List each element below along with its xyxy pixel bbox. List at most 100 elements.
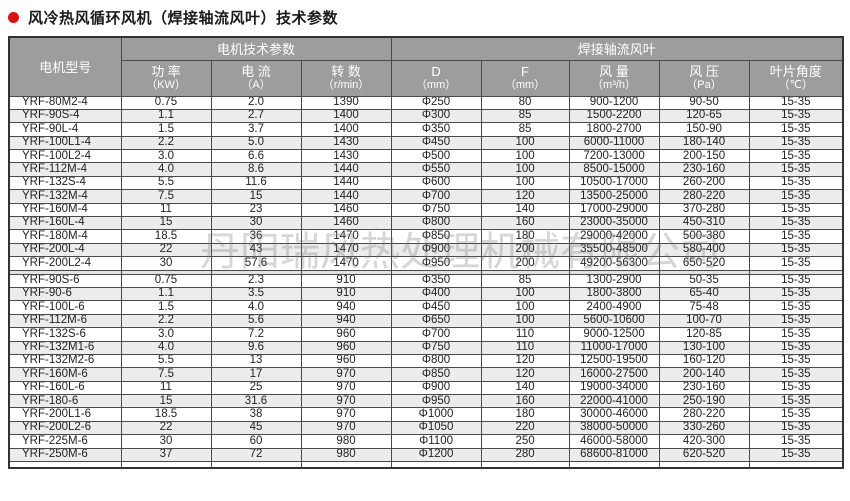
model-cell: YRF-180-6 [8, 394, 122, 409]
col-header-blade-angle-label: 叶片角度 [769, 64, 822, 79]
value-cell: 100 [480, 175, 570, 191]
value-cell: 5600-10600 [568, 313, 660, 329]
value-cell: Φ450 [390, 300, 482, 315]
value-cell: 8500-15000 [568, 162, 660, 177]
col-header-current-label: 电 流 [241, 64, 271, 79]
table-row: YRF-90S-4 1.1 2.7 1400 Φ300 85 1500-2200 120-65… [8, 108, 844, 124]
model-cell: YRF-112M-4 [8, 162, 122, 177]
value-cell: 940 [300, 313, 392, 329]
value-cell: 25 [210, 380, 302, 396]
value-cell: 160-120 [658, 353, 750, 369]
value-cell: 7.5 [120, 189, 212, 204]
value-cell: 940 [300, 300, 392, 315]
model-cell: YRF-112M-6 [8, 313, 122, 329]
value-cell: 960 [300, 327, 392, 342]
table-row: YRF-90L-4 1.5 3.7 1400 Φ350 85 1800-2700 150-90… [8, 122, 844, 137]
value-cell: 5.0 [210, 135, 302, 151]
value-cell: 8.6 [210, 162, 302, 177]
value-cell: Φ550 [390, 162, 482, 177]
value-cell: 100 [480, 162, 570, 177]
table-row: YRF-160M-6 7.5 17 970 Φ850 120 16000-27500 200-… [8, 367, 844, 382]
empty-cell [120, 461, 212, 469]
value-cell: 1.1 [120, 108, 212, 124]
value-cell: 10500-17000 [568, 175, 660, 191]
col-header-diameter: D （mm） [390, 59, 482, 97]
table-row: YRF-100L1-4 2.2 5.0 1430 Φ450 100 6000-11000 18… [8, 135, 844, 151]
model-cell: YRF-90S-4 [8, 108, 122, 124]
model-cell: YRF-90S-6 [8, 273, 122, 288]
model-cell: YRF-132M1-6 [8, 340, 122, 355]
value-cell: 1440 [300, 162, 392, 177]
value-cell: 970 [300, 407, 392, 422]
model-cell: YRF-100L2-4 [8, 149, 122, 164]
value-cell: 15-35 [748, 135, 844, 151]
value-cell: 420-300 [658, 434, 750, 449]
value-cell: 15-35 [748, 122, 844, 137]
value-cell: Φ1200 [390, 447, 482, 463]
value-cell: Φ1050 [390, 420, 482, 436]
table-row: YRF-160L-6 11 25 970 Φ900 140 19000-34000 230-1… [8, 380, 844, 396]
col-header-pressure: 风 压 （Pa） [658, 59, 750, 97]
value-cell: 15-35 [748, 300, 844, 315]
table-row: YRF-100L-6 1.5 4.0 940 Φ450 100 2400-4900 75-48… [8, 300, 844, 315]
empty-cell [480, 461, 570, 469]
col-header-current: 电 流 （A） [210, 59, 302, 97]
model-cell: YRF-132M2-6 [8, 353, 122, 369]
model-cell: YRF-160L-4 [8, 216, 122, 231]
value-cell: Φ950 [390, 256, 482, 271]
value-cell: 160 [480, 394, 570, 409]
value-cell: 1460 [300, 202, 392, 218]
value-cell: 15-35 [748, 394, 844, 409]
value-cell: 15 [120, 394, 212, 409]
value-cell: Φ650 [390, 313, 482, 329]
value-cell: 1470 [300, 256, 392, 271]
col-header-f-label: F [521, 64, 529, 79]
value-cell: 35500-48500 [568, 242, 660, 258]
value-cell: 11.6 [210, 175, 302, 191]
value-cell: 1.5 [120, 300, 212, 315]
value-cell: Φ1000 [390, 407, 482, 422]
value-cell: 1.5 [120, 122, 212, 137]
value-cell: 970 [300, 367, 392, 382]
value-cell: 2.2 [120, 313, 212, 329]
value-cell: 140 [480, 380, 570, 396]
value-cell: 38000-50000 [568, 420, 660, 436]
value-cell: 72 [210, 447, 302, 463]
value-cell: 85 [480, 122, 570, 137]
value-cell: 15-35 [748, 242, 844, 258]
value-cell: 5.6 [210, 313, 302, 329]
value-cell: 3.5 [210, 286, 302, 302]
value-cell: 180 [480, 407, 570, 422]
value-cell: Φ900 [390, 380, 482, 396]
value-cell: Φ750 [390, 202, 482, 218]
value-cell: 90-50 [658, 95, 750, 110]
value-cell: 980 [300, 447, 392, 463]
value-cell: 30 [210, 216, 302, 231]
value-cell: 85 [480, 273, 570, 288]
value-cell: 17 [210, 367, 302, 382]
value-cell: Φ850 [390, 229, 482, 244]
table-row: YRF-100L2-4 3.0 6.6 1430 Φ500 100 7200-13000 20… [8, 149, 844, 164]
empty-cell [568, 461, 660, 469]
model-cell: YRF-200L2-4 [8, 256, 122, 271]
value-cell: Φ900 [390, 242, 482, 258]
table-row: YRF-160L-4 15 30 1460 Φ800 160 23000-35000 450-… [8, 216, 844, 231]
value-cell: 120 [480, 367, 570, 382]
value-cell: 1500-2200 [568, 108, 660, 124]
col-header-power-unit: （KW） [146, 79, 186, 91]
value-cell: 1440 [300, 175, 392, 191]
value-cell: 15-35 [748, 313, 844, 329]
value-cell: 100-70 [658, 313, 750, 329]
value-cell: 31.6 [210, 394, 302, 409]
value-cell: 970 [300, 420, 392, 436]
value-cell: 15-35 [748, 447, 844, 463]
value-cell: 2.3 [210, 273, 302, 288]
value-cell: Φ250 [390, 95, 482, 110]
value-cell: 280 [480, 447, 570, 463]
value-cell: 17000-29000 [568, 202, 660, 218]
value-cell: 16000-27500 [568, 367, 660, 382]
value-cell: 980 [300, 434, 392, 449]
value-cell: 85 [480, 108, 570, 124]
value-cell: 7.5 [120, 367, 212, 382]
value-cell: 29000-42000 [568, 229, 660, 244]
